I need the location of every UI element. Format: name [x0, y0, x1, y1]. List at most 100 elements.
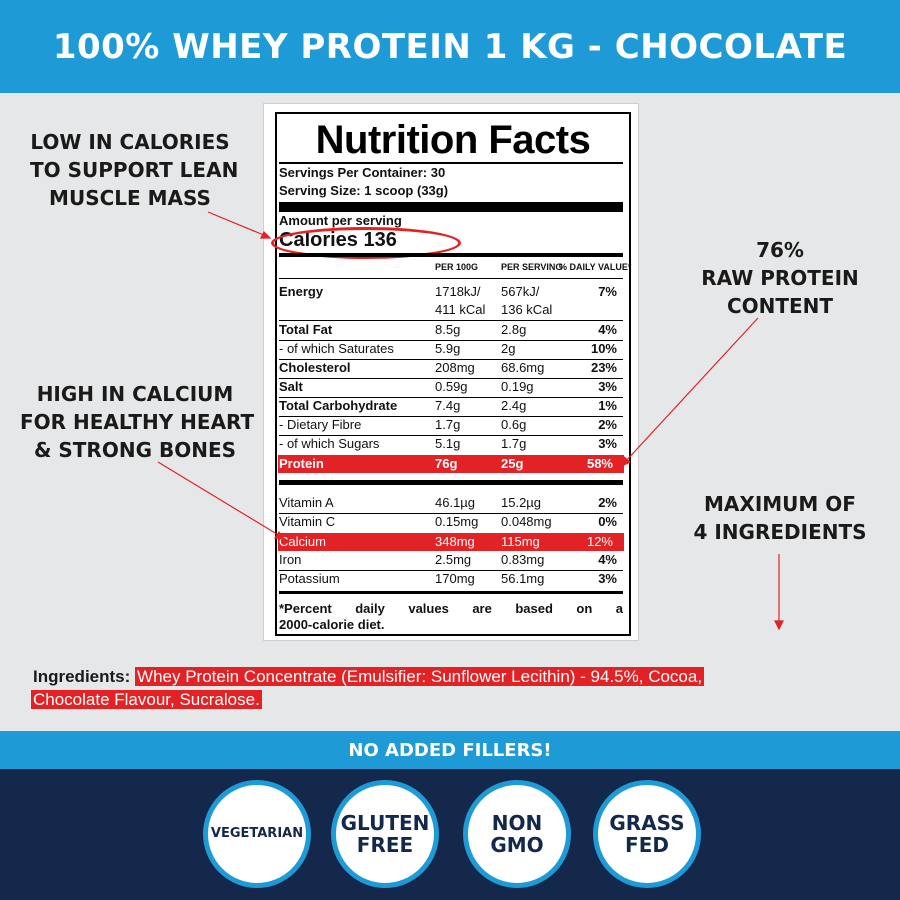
- vitamin-serving: 15.2µg: [501, 495, 542, 510]
- badge-text: FREE: [356, 833, 414, 857]
- footnote-line-2: 2000-calorie diet.: [279, 617, 385, 632]
- thick-divider: [279, 202, 623, 212]
- vitamin-name: Vitamin A: [279, 495, 334, 510]
- nutrient-serving: 68.6mg: [501, 360, 545, 375]
- vitamin-per100: 2.5mg: [435, 552, 472, 567]
- nutrient-name: Cholesterol: [279, 360, 351, 375]
- divider: [279, 340, 623, 341]
- nutrient-name: - Dietary Fibre: [279, 417, 362, 432]
- nutrient-per100: 7.4g: [435, 398, 461, 413]
- nutrient-per100: 208mg: [435, 360, 475, 375]
- nutrition-label-frame: Nutrition Facts Servings Per Container: …: [271, 112, 632, 636]
- callout-line: 76%: [756, 238, 804, 262]
- nutrition-label: Nutrition Facts Servings Per Container: …: [263, 103, 639, 641]
- nutrient-dv: 2%: [598, 417, 617, 432]
- divider: [279, 278, 623, 279]
- protein-serving: 25g: [501, 456, 524, 471]
- amount-per-serving: Amount per serving: [279, 213, 402, 228]
- header-per-100g: PER 100G: [435, 262, 479, 272]
- arrowhead-protein: [621, 455, 632, 468]
- nutrient-name: - of which Sugars: [279, 436, 380, 451]
- vitamin-dv: 3%: [598, 571, 617, 586]
- nutrient-per100: 0.59g: [435, 379, 468, 394]
- badge-text: GRASS: [609, 811, 685, 835]
- ingredients-section: Ingredients: Whey Protein Concentrate (E…: [31, 665, 873, 711]
- nutrition-facts-title: Nutrition Facts: [315, 118, 591, 162]
- nutrient-serving: 2g: [501, 341, 516, 356]
- arrowhead-calories: [260, 230, 272, 239]
- vegetarian-badge: VEGETARIAN: [203, 780, 311, 888]
- callout-line: FOR HEALTHY HEART: [20, 410, 255, 434]
- nutrient-dv: 23%: [590, 360, 617, 375]
- calcium-row-highlight: Calcium 348mg 115mg 12%: [278, 533, 624, 551]
- nutrient-serving: 0.6g: [501, 417, 527, 432]
- product-title: 100% WHEY PROTEIN 1 KG - CHOCOLATE: [52, 26, 848, 67]
- header-per-serving: PER SERVING: [501, 262, 563, 272]
- badge-text: GMO: [490, 833, 544, 857]
- nutrient-per100: 5.9g: [435, 341, 461, 356]
- no-fillers-text: NO ADDED FILLERS!: [348, 739, 552, 761]
- nutrient-serving: 0.19g: [501, 379, 534, 394]
- callout-line: RAW PROTEIN: [701, 266, 859, 290]
- callout-calcium: HIGH IN CALCIUM FOR HEALTHY HEART & STRO…: [20, 380, 255, 464]
- nutrient-serving: 2.8g: [501, 322, 527, 337]
- non-gmo-badge: NON GMO: [463, 780, 571, 888]
- vitamin-serving: 0.048mg: [501, 514, 552, 529]
- divider: [279, 253, 623, 257]
- energy-per100-kj: 1718kJ/: [435, 284, 481, 299]
- badge-text: NON: [491, 811, 543, 835]
- callout-line: CONTENT: [726, 294, 834, 318]
- divider: [279, 162, 623, 164]
- divider: [279, 416, 623, 417]
- vitamin-per100: 46.1µg: [435, 495, 476, 510]
- callout-line: MAXIMUM OF: [704, 492, 856, 516]
- badge-text: GLUTEN: [340, 811, 430, 835]
- arrowhead-ingredients: [774, 620, 784, 631]
- nutrient-name: Total Fat: [279, 322, 333, 337]
- header-daily-value: % DAILY VALUE*: [559, 262, 632, 272]
- divider: [279, 397, 623, 398]
- nutrient-dv: 3%: [598, 436, 617, 451]
- badge-text: VEGETARIAN: [210, 826, 304, 841]
- callout-line: & STRONG BONES: [33, 438, 237, 462]
- callout-ingredients: MAXIMUM OF 4 INGREDIENTS: [690, 490, 870, 546]
- calcium-serving: 115mg: [501, 534, 540, 549]
- callout-calories: LOW IN CALORIES TO SUPPORT LEAN MUSCLE M…: [30, 128, 239, 212]
- nutrient-dv: 3%: [598, 379, 617, 394]
- protein-dv: 58%: [586, 456, 613, 471]
- serving-size: Serving Size: 1 scoop (33g): [279, 183, 449, 198]
- nutrient-dv: 1%: [598, 398, 617, 413]
- calories-highlight-ring: [271, 227, 461, 259]
- gluten-free-badge: GLUTEN FREE: [331, 780, 439, 888]
- footnote-line-1: *Percent daily values are based on a: [279, 601, 623, 616]
- divider: [279, 570, 623, 571]
- calcium-per100: 348mg: [435, 534, 475, 549]
- nutrient-name: Salt: [279, 379, 303, 394]
- calcium-name: Calcium: [279, 534, 326, 549]
- vitamin-serving: 56.1mg: [501, 571, 545, 586]
- nutrient-name: - of which Saturates: [279, 341, 394, 356]
- badge-text: FED: [625, 833, 669, 857]
- callout-line: MUSCLE MASS: [49, 186, 211, 210]
- callout-line: TO SUPPORT LEAN: [30, 158, 239, 182]
- title-banner: 100% WHEY PROTEIN 1 KG - CHOCOLATE: [0, 0, 900, 93]
- energy-serving-kcal: 136 kCal: [501, 302, 553, 317]
- nutrient-per100: 1.7g: [435, 417, 461, 432]
- arrow-protein: [624, 317, 759, 463]
- callout-line: LOW IN CALORIES: [30, 130, 230, 154]
- vitamin-name: Potassium: [279, 571, 340, 586]
- energy-per100-kcal: 411 kCal: [435, 302, 486, 317]
- divider: [279, 359, 623, 360]
- divider: [279, 435, 623, 436]
- nutrient-per100: 8.5g: [435, 322, 461, 337]
- divider: [279, 378, 623, 379]
- energy-daily-value: 7%: [598, 284, 617, 299]
- ingredients-line-1: Whey Protein Concentrate (Emulsifier: Su…: [135, 667, 705, 686]
- nutrient-dv: 10%: [590, 341, 617, 356]
- callout-line: 4 INGREDIENTS: [693, 520, 867, 544]
- badges-footer: [0, 769, 900, 900]
- calcium-dv: 12%: [586, 534, 613, 549]
- arrow-calcium: [157, 461, 281, 537]
- callout-protein: 76% RAW PROTEIN CONTENT: [690, 236, 870, 320]
- vitamin-dv: 2%: [598, 495, 617, 510]
